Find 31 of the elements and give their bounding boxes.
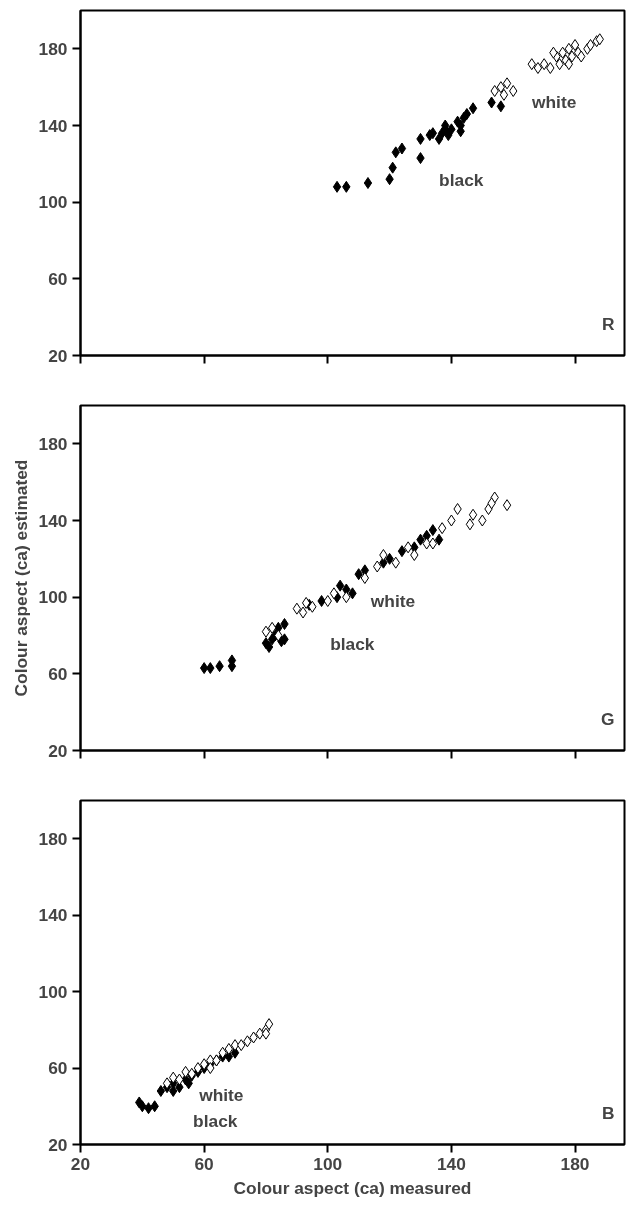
y-tick-label: 60 (48, 268, 68, 289)
series-label: black (330, 633, 375, 654)
y-tick-label: 180 (38, 433, 68, 454)
y-tick-label: 180 (38, 38, 68, 59)
series-label: black (193, 1110, 238, 1131)
y-tick-label: 140 (38, 905, 68, 926)
x-tick-label: 60 (194, 1153, 214, 1174)
x-axis-title: Colour aspect (ca) measured (233, 1177, 472, 1198)
annotation: G (601, 708, 615, 729)
x-tick-label: 140 (436, 1153, 466, 1174)
annotation: B (601, 1102, 615, 1123)
series-label: black (439, 169, 484, 190)
y-tick-label: 100 (38, 587, 68, 608)
annotation: R (601, 313, 615, 334)
y-tick-label: 180 (38, 828, 68, 849)
y-tick-label: 60 (48, 663, 68, 684)
x-tick-label: 100 (313, 1153, 343, 1174)
y-tick-label: 100 (38, 981, 68, 1002)
y-tick-label: 20 (48, 1134, 68, 1155)
series-label: white (198, 1084, 244, 1105)
y-tick-label: 20 (48, 345, 68, 366)
y-tick-label: 140 (38, 510, 68, 531)
y-axis-title: Colour aspect (ca) estimated (10, 459, 31, 697)
x-tick-label: 180 (560, 1153, 590, 1174)
series-label: white (369, 590, 416, 611)
y-tick-label: 100 (38, 192, 68, 213)
series-label: white (531, 92, 577, 113)
y-tick-label: 20 (48, 740, 68, 761)
y-tick-label: 140 (38, 115, 68, 136)
y-tick-label: 60 (48, 1058, 68, 1079)
x-tick-label: 20 (70, 1153, 91, 1174)
